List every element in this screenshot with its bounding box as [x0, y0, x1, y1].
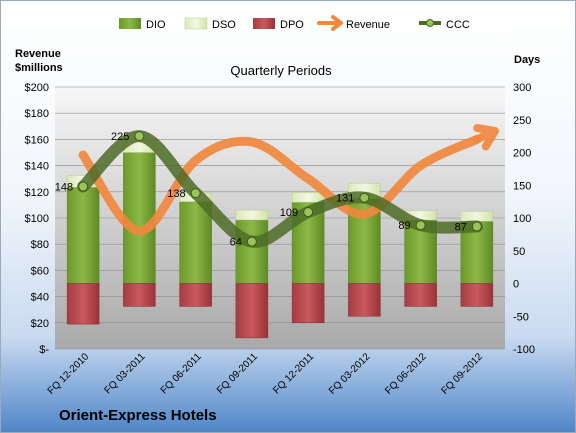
left-tick-label: $-: [39, 344, 49, 356]
bar-dso: [460, 211, 494, 222]
right-tick-label: -50: [513, 311, 529, 323]
legend: DIO DSO DPO Revenue CCC: [119, 15, 470, 31]
legend-item-revenue: Revenue: [317, 15, 390, 31]
bar-dpo: [235, 283, 269, 339]
legend-item-ccc: CCC: [419, 19, 470, 31]
legend-label-dio: DIO: [146, 19, 166, 31]
ccc-data-label: 138: [167, 188, 185, 200]
bar-dio: [179, 201, 212, 284]
right-axis: -100 -50 0 50 100 150 200 250 300: [513, 82, 535, 356]
x-tick-label: FQ 09-2011: [215, 351, 260, 396]
right-tick-label: 150: [513, 180, 531, 192]
left-tick-label: $160: [25, 134, 49, 146]
ccc-point: [190, 188, 201, 199]
left-tick-label: $80: [31, 239, 49, 251]
right-axis-label: Days: [514, 54, 540, 66]
chart-title: Quarterly Periods: [230, 63, 332, 78]
legend-item-dio: DIO: [119, 18, 166, 31]
bar-dio: [66, 186, 100, 284]
left-axis-label-line2: $millions: [15, 62, 63, 74]
right-tick-label: 50: [513, 246, 525, 258]
ccc-data-label: 131: [336, 193, 354, 205]
ccc-point: [134, 131, 145, 142]
bar-dpo: [66, 283, 100, 325]
bar-dso: [291, 192, 325, 203]
x-tick-label: FQ 09-2012: [439, 351, 485, 397]
legend-label-ccc: CCC: [446, 19, 470, 31]
bar-dpo: [404, 283, 437, 307]
bar-dpo: [291, 283, 325, 324]
legend-item-dpo: DPO: [253, 18, 304, 31]
line-series: [77, 124, 500, 248]
ccc-point: [471, 221, 482, 232]
x-tick-label: FQ 06-2012: [383, 351, 429, 397]
ccc-data-label: 148: [55, 182, 73, 194]
left-axis: $- $20 $40 $60 $80 $100 $120 $140 $160 $180 $200: [25, 82, 50, 356]
ccc-point: [78, 181, 89, 192]
ccc-point: [415, 220, 426, 231]
x-tick-label: FQ 12-2011: [271, 351, 316, 396]
ccc-data-label: 64: [230, 237, 242, 249]
right-tick-label: -100: [513, 344, 535, 356]
left-tick-label: $40: [31, 292, 49, 304]
right-tick-label: 200: [513, 148, 531, 160]
left-tick-label: $60: [31, 265, 49, 277]
ccc-point: [303, 207, 314, 218]
revenue-arrowhead: [472, 124, 500, 151]
bar-dso: [235, 209, 269, 221]
legend-label-dso: DSO: [212, 19, 236, 31]
ccc-data-label: 109: [280, 207, 298, 219]
ccc-point: [246, 236, 257, 247]
right-tick-label: 300: [513, 82, 531, 94]
right-tick-label: 250: [513, 115, 531, 127]
x-tick-label: FQ 06-2011: [159, 351, 204, 396]
legend-label-dpo: DPO: [280, 19, 304, 31]
revenue-line: [78, 134, 482, 236]
ccc-data-label: 87: [455, 222, 467, 234]
x-axis: FQ 12-2010 FQ 03-2011 FQ 06-2011 FQ 09-2011…: [46, 351, 486, 397]
left-tick-label: $20: [31, 318, 49, 330]
left-tick-label: $180: [25, 108, 49, 120]
right-tick-label: 100: [513, 213, 531, 225]
left-tick-label: $200: [25, 82, 49, 94]
bar-dio: [235, 219, 269, 284]
bar-dio: [123, 152, 156, 284]
company-name: Orient-Express Hotels: [59, 407, 217, 424]
x-tick-label: FQ 12-2010: [46, 351, 92, 397]
left-tick-label: $120: [25, 187, 49, 199]
ccc-data-label: 89: [398, 220, 410, 232]
left-axis-label-line1: Revenue: [15, 48, 61, 60]
left-tick-label: $140: [25, 161, 49, 173]
right-tick-label: 0: [513, 279, 519, 291]
ccc-data-label: 225: [111, 131, 129, 143]
x-tick-label: FQ 03-2011: [103, 351, 148, 396]
left-tick-label: $100: [25, 213, 49, 225]
legend-item-dso: DSO: [184, 17, 236, 31]
legend-label-revenue: Revenue: [346, 19, 390, 31]
bar-dpo: [179, 283, 212, 307]
bar-dpo: [348, 283, 381, 317]
x-tick-label: FQ 03-2012: [327, 351, 373, 397]
ccc-point: [359, 192, 370, 203]
bar-dpo: [123, 283, 156, 307]
bar-dpo: [460, 283, 494, 307]
data-labels: 148 225 138 64 109 131 89 87: [55, 131, 467, 248]
